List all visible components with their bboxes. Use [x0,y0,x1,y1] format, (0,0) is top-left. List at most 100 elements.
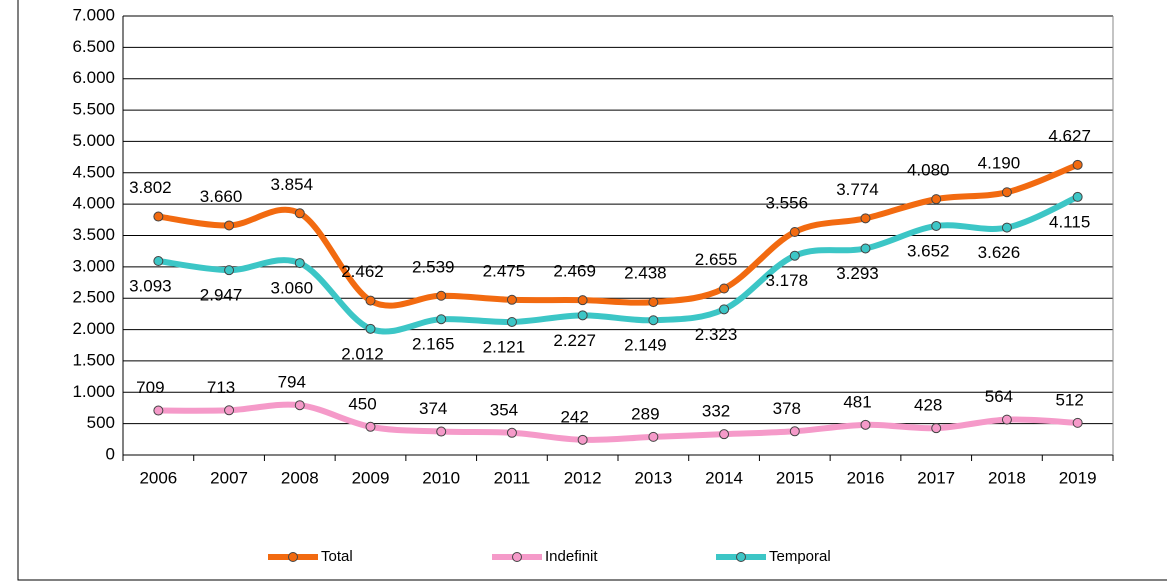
y-tick-label: 5.500 [72,100,115,119]
data-label: 4.190 [978,154,1021,173]
marker [789,250,800,261]
legend-marker [736,552,746,562]
data-label: 2.165 [412,335,455,354]
data-label: 512 [1055,390,1083,409]
data-label: 4.115 [1049,212,1090,231]
y-tick-label: 0 [106,444,115,463]
marker [365,295,376,306]
data-label: 4.080 [907,161,950,180]
data-label: 794 [278,373,306,392]
marker [577,310,588,321]
legend-marker [288,552,298,562]
data-label: 450 [348,394,376,413]
data-label: 3.854 [271,175,314,194]
y-tick-label: 2.000 [72,319,115,338]
marker [1001,187,1012,198]
data-label: 2.323 [695,325,738,344]
marker [294,258,305,269]
marker [365,421,376,432]
data-label: 709 [136,378,164,397]
data-label: 3.060 [271,279,314,298]
data-label: 242 [560,407,588,426]
y-tick-label: 5.000 [72,131,115,150]
data-label: 2.475 [483,261,526,280]
x-tick-label: 2008 [281,468,319,487]
data-label: 2.149 [624,336,667,355]
marker [1001,414,1012,425]
data-label: 3.556 [766,193,809,212]
series-line [158,401,1078,443]
legend-marker [512,552,522,562]
y-tick-label: 3.000 [72,256,115,275]
data-label: 3.802 [129,178,172,197]
x-tick-label: 2013 [634,468,672,487]
x-tick-label: 2010 [422,468,460,487]
marker [1072,159,1083,170]
marker [224,265,235,276]
legend-label: Temporal [769,548,831,565]
y-tick-label: 6.500 [72,37,115,56]
marker [506,427,517,438]
marker [719,429,730,440]
x-tick-label: 2011 [494,468,531,487]
legend-label: Indefinit [545,548,598,565]
marker [719,283,730,294]
data-label: 2.539 [412,257,455,276]
data-label: 3.178 [766,271,809,290]
y-tick-label: 2.500 [72,288,115,307]
data-label: 2.438 [624,264,667,283]
data-label: 3.093 [129,277,172,296]
marker [719,304,730,315]
data-label: 2.947 [200,286,243,305]
marker [860,243,871,254]
chart-frame [17,0,1167,581]
data-label: 2.469 [553,262,596,281]
data-label: 3.626 [978,243,1021,262]
marker [577,295,588,306]
y-tick-label: 6.000 [72,68,115,87]
y-tick-label: 1.500 [72,350,115,369]
marker [1072,191,1083,202]
marker [365,323,376,334]
x-tick-label: 2017 [917,468,955,487]
data-label: 354 [490,400,518,419]
marker [506,316,517,327]
data-label: 713 [207,378,235,397]
series-line [157,194,1079,335]
x-tick-label: 2019 [1059,468,1097,487]
marker [931,423,942,434]
marker [436,290,447,301]
data-label: 564 [985,387,1013,406]
marker [577,434,588,445]
marker [224,220,235,231]
data-label: 332 [702,402,730,421]
data-label: 4.627 [1048,126,1091,145]
marker [789,426,800,437]
x-tick-label: 2007 [210,468,248,487]
marker [294,208,305,219]
marker [506,294,517,305]
x-tick-label: 2016 [847,468,885,487]
data-label: 374 [419,399,447,418]
x-tick-label: 2015 [776,468,814,487]
x-tick-label: 2012 [564,468,602,487]
data-label: 481 [843,392,871,411]
x-tick-label: 2006 [139,468,177,487]
marker [648,431,659,442]
marker [931,194,942,205]
data-label: 428 [914,396,942,415]
data-label: 3.774 [836,180,879,199]
marker [648,297,659,308]
data-label: 3.660 [200,187,243,206]
data-label: 2.462 [341,262,384,281]
marker [860,419,871,430]
y-tick-label: 7.000 [72,5,115,24]
marker [1072,417,1083,428]
data-label: 2.012 [341,344,384,363]
y-tick-label: 500 [87,413,115,432]
marker [153,405,164,416]
y-tick-label: 1.000 [72,382,115,401]
marker [294,400,305,411]
